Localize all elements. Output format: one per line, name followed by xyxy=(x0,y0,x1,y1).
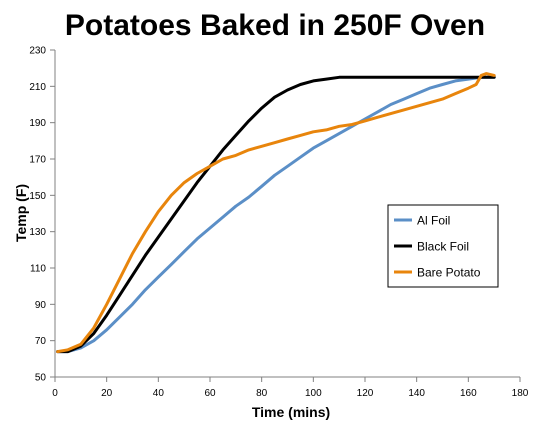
y-tick-label: 210 xyxy=(29,82,46,93)
legend-entry: Black Foil xyxy=(417,240,469,254)
plot-area: 50 70 90 110 130 150 170 190 210 230 0 20 40 60 80 100 1… xyxy=(29,46,528,400)
x-tick-label: 20 xyxy=(101,388,113,399)
x-tick-label: 160 xyxy=(460,388,477,399)
y-axis-title: Temp (F) xyxy=(13,184,29,242)
y-tick-label: 230 xyxy=(29,46,46,57)
x-tick-label: 120 xyxy=(357,388,374,399)
y-tick-label: 110 xyxy=(30,264,46,275)
y-tick-label: 150 xyxy=(29,191,46,202)
x-tick-label: 40 xyxy=(153,388,165,399)
y-tick-label: 130 xyxy=(29,227,46,238)
x-tick-label: 60 xyxy=(204,388,216,399)
series-line-black-foil xyxy=(56,75,496,354)
x-tick-label: 100 xyxy=(305,388,322,399)
y-tick-label: 50 xyxy=(35,373,47,384)
y-tick-label: 70 xyxy=(35,336,47,347)
legend: Al Foil Black Foil Bare Potato xyxy=(387,204,499,288)
y-tick-label: 170 xyxy=(29,155,46,166)
x-tick-label: 80 xyxy=(256,388,268,399)
y-tick-label: 190 xyxy=(29,118,46,129)
x-tick-label: 140 xyxy=(408,388,425,399)
x-tick-label: 180 xyxy=(512,388,529,399)
x-axis-title: Time (mins) xyxy=(252,404,330,420)
y-tick-label: 90 xyxy=(35,300,47,311)
series-line-bare-potato xyxy=(56,72,496,354)
x-tick-label: 0 xyxy=(52,388,58,399)
legend-entry: Al Foil xyxy=(417,214,450,228)
legend-entry: Bare Potato xyxy=(417,266,481,280)
series-line-al-foil xyxy=(56,75,496,354)
chart-title: Potatoes Baked in 250F Oven xyxy=(65,9,485,42)
